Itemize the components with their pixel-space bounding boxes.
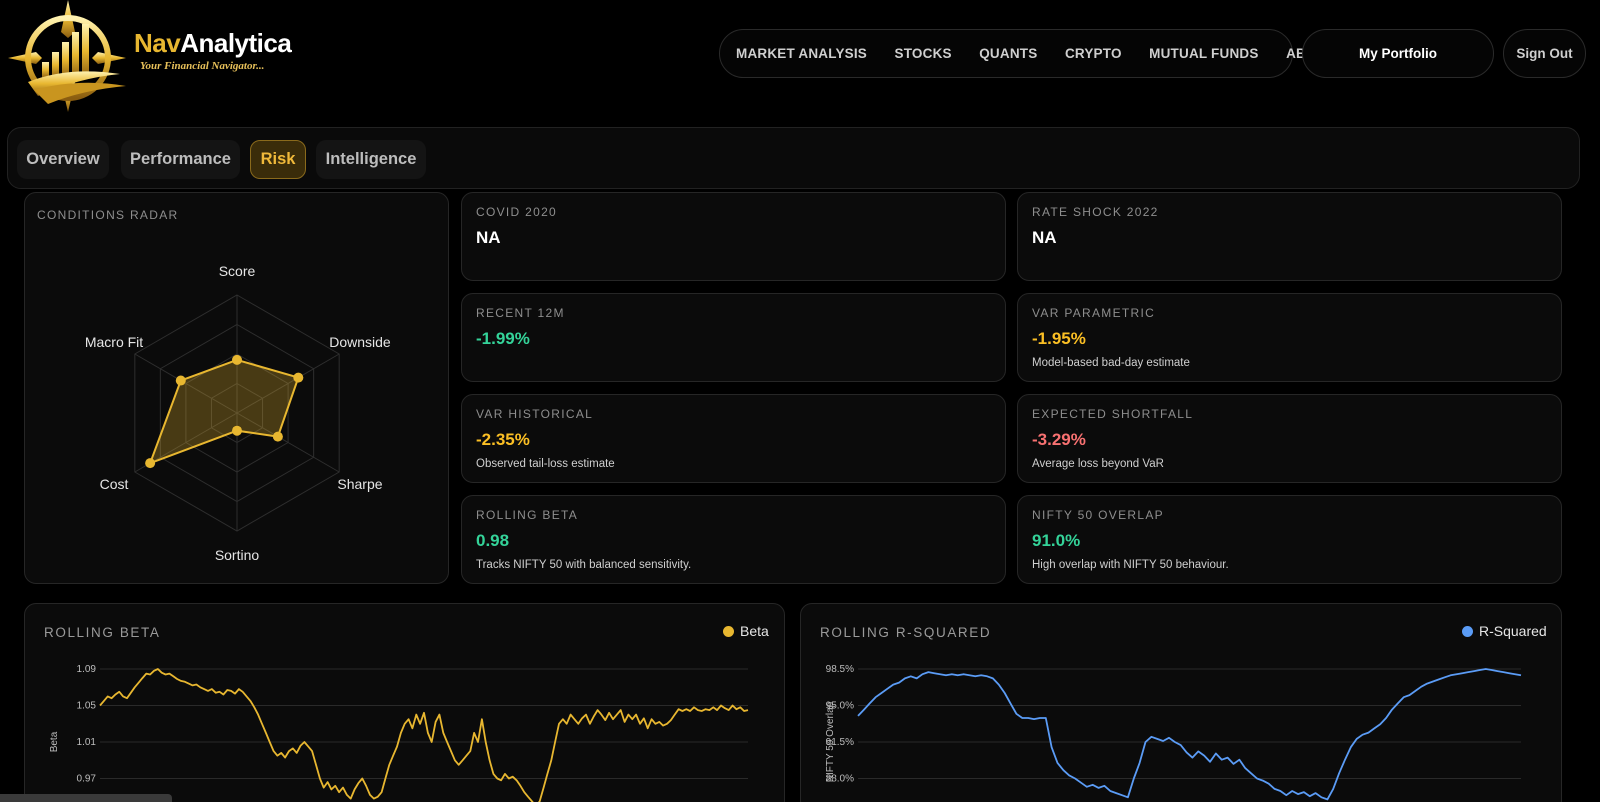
y-tick-label-2: 91.5%: [826, 737, 854, 748]
nifty-50-overlap-value: 91.0%: [1032, 531, 1081, 550]
y-tick-label-3: 88.0%: [826, 774, 854, 785]
sign-out-button[interactable]: Sign Out: [1503, 29, 1586, 78]
rate-shock-2022-label: RATE SHOCK 2022: [1032, 205, 1159, 219]
expected-shortfall-label: EXPECTED SHORTFALL: [1032, 407, 1194, 421]
expected-shortfall-value: -3.29%: [1032, 430, 1086, 449]
rolling-beta-card: ROLLING BETA 0.98 Tracks NIFTY 50 with bal…: [461, 495, 1006, 584]
radar-chart: Score Downside Sharpe Sortino Cost Macro Fit: [85, 263, 391, 563]
radar-spoke-5: [134, 353, 238, 414]
rolling-r-squared-title: ROLLING R-SQUARED: [820, 625, 992, 640]
r-squared-legend-dot: [1462, 625, 1473, 637]
y-tick-label-3: 0.97: [77, 774, 97, 785]
radar-spoke-1: [236, 353, 340, 414]
expected-shortfall-card: EXPECTED SHORTFALL -3.29% Average loss bey…: [1017, 394, 1562, 483]
tab-risk[interactable]: Risk: [250, 140, 306, 179]
radar-point-score: [232, 354, 242, 365]
var-parametric-label: VAR PARAMETRIC: [1032, 306, 1156, 320]
rolling-beta-label: ROLLING BETA: [476, 508, 579, 522]
radar-label-downside: Downside: [329, 334, 391, 350]
tab-bar: Overview Performance Risk Intelligence: [7, 127, 1580, 189]
y-axis-label: Beta: [49, 731, 60, 752]
nav-crypto[interactable]: CRYPTO: [1064, 46, 1122, 61]
radar-point-sortino: [232, 425, 242, 436]
rolling-beta-title: ROLLING BETA: [44, 625, 161, 640]
radar-point-cost: [145, 458, 156, 469]
my-portfolio-button[interactable]: My Portfolio: [1302, 29, 1494, 78]
y-tick-label-2: 1.01: [77, 737, 97, 748]
y-tick-label-1: 1.05: [77, 701, 97, 712]
recent-12m-label: RECENT 12M: [476, 306, 565, 320]
rate-shock-2022-value: NA: [1032, 228, 1057, 247]
radar-label-score: Score: [219, 263, 256, 279]
rolling-r-squared-card: 98.5% 95.0% 91.5% 88.0% NIFTY 50 Overlap ROL…: [800, 603, 1562, 802]
tab-performance[interactable]: Performance: [121, 140, 240, 179]
radar-point-sharpe: [272, 431, 283, 442]
var-historical-description: Observed tail-loss estimate: [476, 458, 615, 470]
r-squared-legend[interactable]: R-Squared: [1462, 623, 1547, 639]
tab-overview[interactable]: Overview: [17, 140, 109, 179]
covid-2020-card: COVID 2020 NA: [461, 192, 1006, 281]
rolling-beta-value: 0.98: [476, 531, 510, 550]
recent-12m-value: -1.99%: [476, 329, 530, 348]
covid-2020-label: COVID 2020: [476, 205, 558, 219]
nav-mutual-funds[interactable]: MUTUAL FUNDS: [1149, 46, 1259, 61]
nav-stocks[interactable]: STOCKS: [894, 46, 952, 61]
nav-market-analysis[interactable]: MARKET ANALYSIS: [736, 46, 868, 61]
rolling-r-squared-chart: 98.5% 95.0% 91.5% 88.0%NIFTY 50 Overlap: [825, 664, 1522, 801]
rolling-beta-description: Tracks NIFTY 50 with balanced sensitivit…: [476, 559, 692, 571]
radar-spoke-2: [236, 412, 340, 473]
y-tick-label-0: 1.09: [77, 664, 97, 675]
r-squared-legend-label: R-Squared: [1479, 623, 1547, 639]
var-parametric-value: -1.95%: [1032, 329, 1086, 348]
radar-label-sortino: Sortino: [215, 547, 260, 563]
nifty-50-overlap-label: NIFTY 50 OVERLAP: [1032, 508, 1164, 522]
rolling-beta-chart: 1.09 1.05 1.01 0.97 Beta: [49, 664, 749, 802]
expected-shortfall-description: Average loss beyond VaR: [1032, 458, 1164, 470]
nifty-50-overlap-card: NIFTY 50 OVERLAP 91.0% High overlap with N…: [1017, 495, 1562, 584]
y-tick-label-1: 95.0%: [826, 701, 854, 712]
rate-shock-2022-card: RATE SHOCK 2022 NA: [1017, 192, 1562, 281]
radar-label-sharpe: Sharpe: [337, 476, 382, 492]
beta-legend[interactable]: Beta: [723, 623, 769, 639]
series-line-beta: [99, 668, 749, 802]
series-line-r-squared: [857, 668, 1522, 801]
var-parametric-card: VAR PARAMETRIC -1.95% Model-based bad-day …: [1017, 293, 1562, 382]
var-historical-value: -2.35%: [476, 430, 530, 449]
var-parametric-description: Model-based bad-day estimate: [1032, 357, 1190, 369]
covid-2020-value: NA: [476, 228, 501, 247]
radar-point-downside: [293, 372, 304, 383]
tab-intelligence[interactable]: Intelligence: [316, 140, 426, 179]
nav-quants[interactable]: QUANTS: [979, 46, 1038, 61]
var-historical-card: VAR HISTORICAL -2.35% Observed tail-loss e…: [461, 394, 1006, 483]
var-historical-label: VAR HISTORICAL: [476, 407, 594, 421]
beta-legend-dot: [723, 625, 734, 637]
recent-12m-card: RECENT 12M -1.99%: [461, 293, 1006, 382]
y-tick-label-0: 98.5%: [826, 664, 854, 675]
beta-legend-label: Beta: [740, 623, 769, 639]
top-header: NavAnalytica Your Financial Navigator...…: [0, 0, 1600, 120]
radar-label-cost: Cost: [100, 476, 129, 492]
compass-logo-icon: [8, 0, 126, 112]
nifty-50-overlap-description: High overlap with NIFTY 50 behaviour.: [1032, 559, 1229, 571]
main-nav: MARKET ANALYSIS STOCKS QUANTS CRYPTO MUT…: [719, 29, 1335, 78]
brand-tagline: Your Financial Navigator...: [140, 60, 265, 72]
brand-name: NavAnalytica: [134, 28, 292, 58]
horizontal-scrollbar[interactable]: [0, 794, 172, 802]
radar-point-macro-fit: [175, 375, 186, 386]
rolling-beta-card: 1.09 1.05 1.01 0.97 Beta ROLLING BETA Beta: [24, 603, 785, 802]
radar-title: CONDITIONS RADAR: [37, 208, 179, 222]
radar-label-macro-fit: Macro Fit: [85, 334, 143, 350]
conditions-radar-card: CONDITIONS RADAR Score Downside Sharpe Sort…: [24, 192, 449, 584]
brand-logo[interactable]: NavAnalytica Your Financial Navigator...: [8, 0, 298, 115]
y-axis-label: NIFTY 50 Overlap: [825, 701, 836, 782]
